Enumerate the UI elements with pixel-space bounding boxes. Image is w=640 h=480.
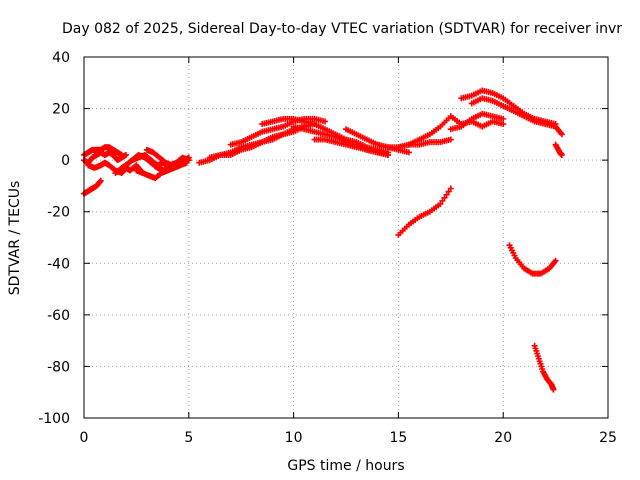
- y-tick-label: -60: [47, 308, 70, 324]
- y-tick-label: -20: [47, 205, 70, 221]
- data-point: [445, 188, 452, 195]
- y-tick-label: 20: [52, 102, 70, 118]
- data-point: [552, 257, 559, 264]
- data-point: [405, 149, 412, 156]
- series-track-17: [395, 113, 454, 151]
- series-track-08: [143, 146, 192, 169]
- data-point: [447, 136, 454, 143]
- y-axis-label: SDTVAR / TECUs: [7, 181, 23, 296]
- data-point: [384, 151, 391, 158]
- data-point: [439, 197, 446, 204]
- x-tick-label: 25: [599, 430, 617, 446]
- series-track-18: [395, 185, 454, 238]
- data-point: [443, 191, 450, 198]
- data-point: [96, 178, 103, 185]
- data-point: [97, 177, 104, 184]
- y-axis-ticks: -100 -80 -60 -40 -20 0 20 40: [38, 50, 608, 427]
- series-track-21: [458, 87, 559, 128]
- series-track-25: [531, 342, 557, 393]
- data-points: [81, 87, 565, 393]
- x-tick-label: 0: [80, 430, 89, 446]
- chart-title: Day 082 of 2025, Sidereal Day-to-day VTE…: [62, 21, 622, 37]
- data-point: [447, 185, 454, 192]
- x-tick-label: 20: [494, 430, 512, 446]
- series-track-14: [311, 136, 391, 158]
- data-point: [185, 154, 192, 161]
- data-point: [550, 386, 557, 393]
- series-track-20: [447, 110, 507, 133]
- data-point: [500, 115, 507, 122]
- series-track-23: [552, 141, 565, 158]
- data-point: [558, 151, 565, 158]
- grid: [84, 57, 608, 418]
- data-point: [500, 121, 507, 128]
- y-tick-label: -80: [47, 359, 70, 375]
- x-axis-label: GPS time / hours: [287, 458, 404, 474]
- series-track-02: [81, 144, 125, 158]
- x-tick-label: 15: [389, 430, 407, 446]
- x-tick-label: 10: [285, 430, 303, 446]
- y-tick-label: -100: [38, 411, 70, 427]
- data-point: [558, 131, 565, 138]
- x-tick-label: 5: [184, 430, 193, 446]
- data-point: [122, 151, 129, 158]
- x-axis-ticks: 0 5 10 15 20 25: [80, 57, 617, 446]
- plot-frame: [83, 56, 609, 419]
- y-tick-label: 0: [61, 153, 70, 169]
- series-track-03: [81, 149, 129, 166]
- data-point: [437, 200, 444, 207]
- series-track-22: [468, 95, 565, 138]
- series-track-01: [81, 177, 104, 197]
- data-point: [322, 118, 329, 125]
- y-tick-label: -40: [47, 256, 70, 272]
- data-point: [441, 194, 448, 201]
- y-tick-label: 40: [52, 50, 70, 66]
- series-track-24: [506, 242, 559, 277]
